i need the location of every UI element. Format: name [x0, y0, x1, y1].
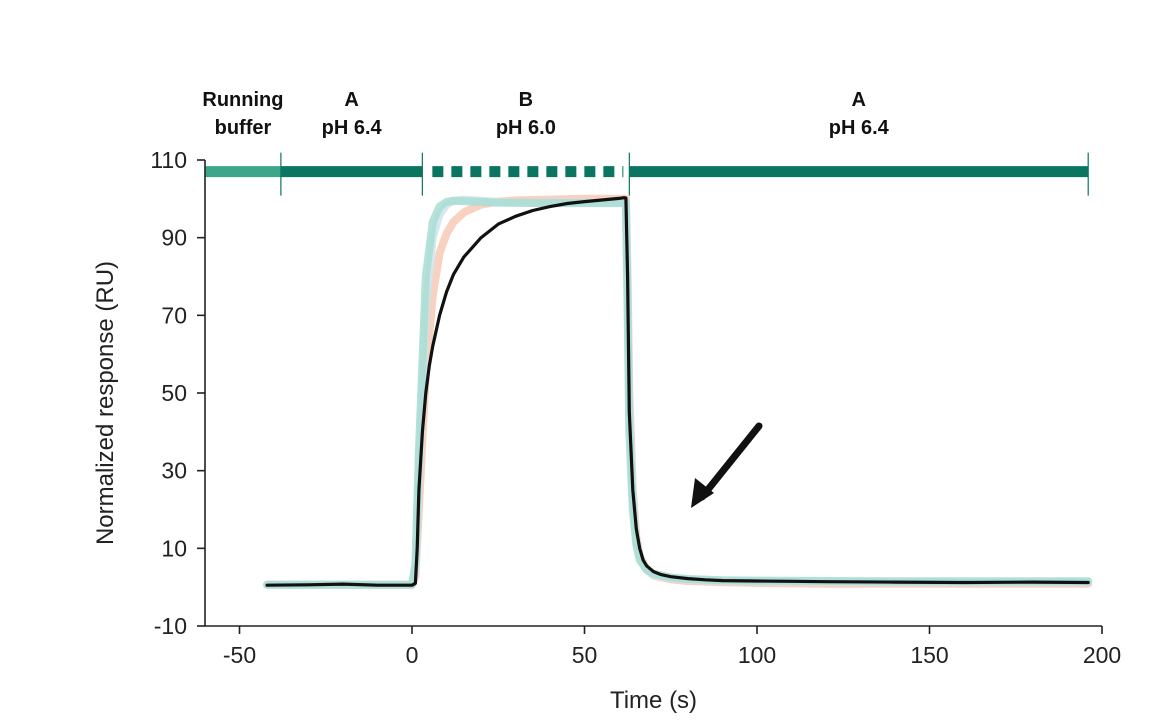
- x-tick-label: 200: [1083, 642, 1121, 668]
- y-axis-title: Normalized response (RU): [92, 261, 119, 545]
- series-layer: [263, 194, 1093, 589]
- y-tick-label: -10: [154, 613, 187, 639]
- phase-label-line2: pH 6.4: [829, 117, 890, 139]
- axes: [204, 160, 1102, 627]
- series-line-2: [263, 195, 1093, 589]
- y-ticks: -10 10 30 50 70 90 110: [150, 147, 205, 639]
- phase-label-line2: pH 6.4: [322, 117, 383, 139]
- phase-label-line1: B: [519, 89, 533, 111]
- phase-label-line2: pH 6.0: [496, 117, 556, 139]
- arrow-annotation: [691, 422, 763, 508]
- y-tick-label: 70: [161, 302, 187, 328]
- y-tick-label: 110: [150, 147, 187, 173]
- phase-labels: Running buffer ApH 6.4 BpH 6.0 ApH 6.4: [202, 89, 889, 139]
- phase-label-line2: buffer: [215, 117, 272, 139]
- x-tick-label: -50: [223, 642, 256, 668]
- x-tick-label: 0: [406, 642, 419, 668]
- series-line-4: [265, 196, 1090, 587]
- series-line-1: [263, 194, 1093, 589]
- y-tick-label: 10: [161, 535, 187, 561]
- phase-label-line1: Running: [202, 89, 283, 111]
- x-tick-label: 150: [910, 642, 948, 668]
- phase-label-line1: A: [344, 89, 358, 111]
- x-ticks: -50 0 50 100 150 200: [223, 626, 1121, 668]
- x-axis-title: Time (s): [610, 687, 697, 714]
- y-tick-label: 50: [161, 380, 187, 406]
- x-tick-label: 100: [738, 642, 776, 668]
- phase-bars: [205, 152, 1089, 196]
- x-tick-label: 50: [572, 642, 598, 668]
- y-tick-label: 90: [161, 225, 187, 251]
- y-tick-label: 30: [161, 458, 187, 484]
- phase-label-line1: A: [852, 89, 866, 111]
- series-line-3: [263, 196, 1093, 589]
